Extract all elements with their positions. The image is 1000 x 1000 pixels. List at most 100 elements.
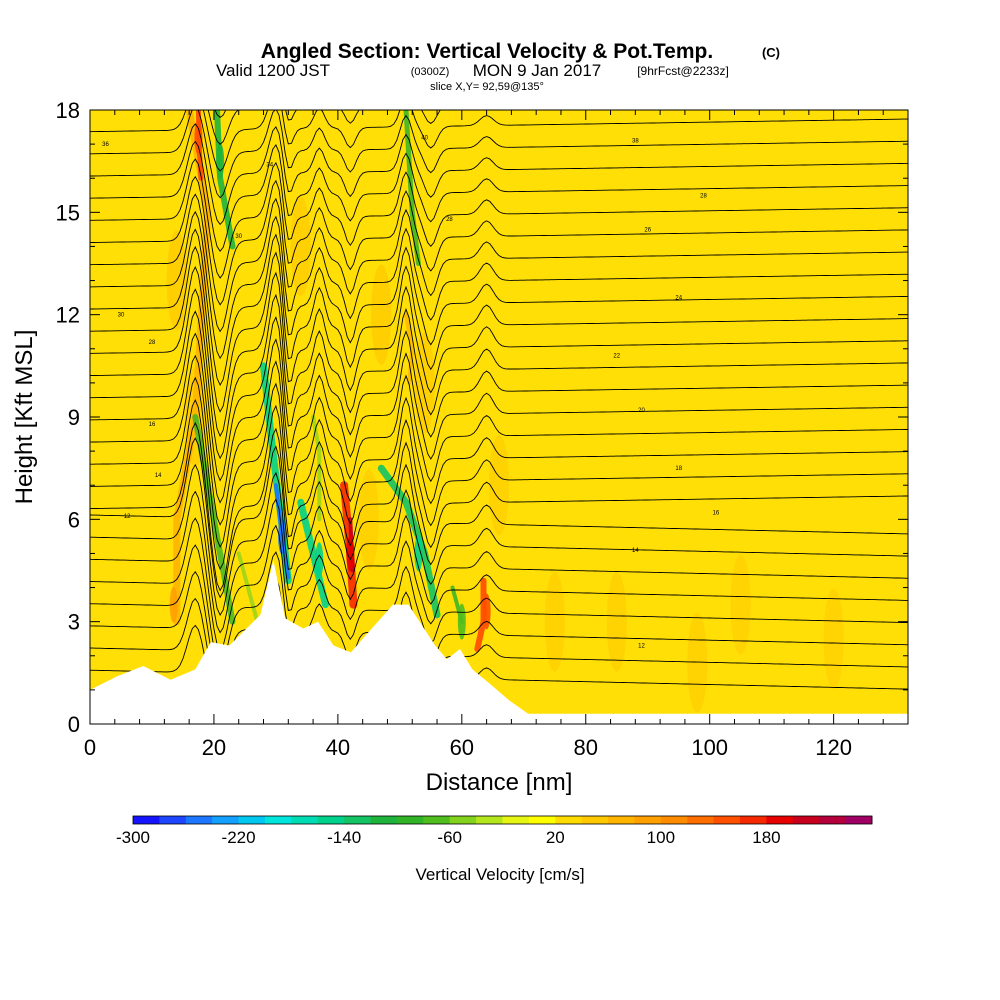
isentrope-label: 14 — [632, 548, 639, 554]
velocity-cell — [687, 612, 708, 713]
isentrope-label: 30 — [118, 313, 125, 319]
y-tick-label: 6 — [68, 507, 80, 532]
isentrope-label: 12 — [638, 644, 645, 650]
colorbar-tick-label: 100 — [647, 828, 675, 847]
colorbar-tick-label: 20 — [546, 828, 565, 847]
isentrope-label: 14 — [155, 473, 162, 479]
y-tick-label: 12 — [56, 303, 80, 328]
isentrope-line — [90, 266, 908, 438]
colorbar-swatch — [159, 816, 187, 824]
colorbar-swatch — [581, 816, 609, 824]
velocity-cell — [414, 332, 435, 433]
colorbar-tick-label: -60 — [437, 828, 462, 847]
colorbar-swatch — [317, 816, 345, 824]
isentrope-line — [90, 354, 908, 526]
isentrope-line — [90, 517, 908, 651]
y-tick-label: 15 — [56, 200, 80, 225]
colorbar-swatch — [185, 816, 213, 824]
colorbar-swatch — [845, 816, 873, 824]
velocity-core — [216, 143, 225, 180]
x-axis-title: Distance [nm] — [426, 769, 573, 796]
terrain-mask — [90, 560, 908, 724]
colorbar-swatch — [766, 816, 794, 824]
colorbar-tick-label: -140 — [327, 828, 361, 847]
isentrope-label: 34 — [266, 163, 273, 169]
isentrope-labels: 36 34 40 38 28 26 28 30 24 30 28 22 20 16 14 18 12 16 14 12 — [102, 135, 720, 649]
x-tick-label: 80 — [574, 735, 598, 760]
y-tick-label: 0 — [68, 712, 80, 737]
isentrope-line — [90, 123, 908, 226]
isentrope-label: 12 — [124, 514, 131, 520]
colorbar-swatch — [528, 816, 556, 824]
isentrope-line — [90, 110, 908, 172]
colorbar-swatch — [449, 816, 477, 824]
y-tick-label: 18 — [56, 98, 80, 123]
colorbar-swatch — [344, 816, 371, 824]
isentrope-line — [90, 245, 908, 413]
isentrope-label: 38 — [632, 139, 639, 145]
colorbar-label: Vertical Velocity [cm/s] — [415, 865, 584, 884]
isentrope-label: 22 — [613, 354, 620, 360]
isentrope-label: 18 — [675, 466, 682, 472]
colorbar-swatch — [423, 816, 451, 824]
slice-label: slice X,Y= 92,59@135° — [430, 81, 544, 93]
colorbar-tick-label: -300 — [116, 828, 150, 847]
valid-date: MON 9 Jan 2017 — [473, 61, 602, 80]
isentrope-label: 16 — [149, 422, 156, 428]
x-tick-label: 20 — [202, 735, 226, 760]
isentrope-line — [207, 110, 441, 145]
x-tick-label: 100 — [691, 735, 728, 760]
isentrope-label: 28 — [446, 217, 453, 223]
velocity-cell — [730, 554, 751, 655]
colorbar-swatch — [608, 816, 635, 824]
forecast-label: [9hrFcst@2233z] — [637, 64, 729, 78]
colorbar-swatch — [819, 816, 846, 824]
colorbar-swatch — [396, 816, 424, 824]
colorbar-swatch — [660, 816, 688, 824]
colorbar-swatch — [687, 816, 715, 824]
velocity-cell — [544, 571, 565, 672]
isentrope-line — [90, 463, 908, 616]
isentrope-label: 26 — [644, 227, 651, 233]
velocity-cell — [290, 196, 311, 297]
isentrope-line — [90, 193, 908, 333]
colorbar-swatch — [713, 816, 741, 824]
velocity-cell — [371, 264, 392, 365]
colorbar-swatch — [133, 816, 160, 824]
velocity-core — [315, 542, 324, 579]
colorbar-swatch — [634, 816, 662, 824]
isentrope-label: 40 — [421, 135, 428, 141]
isentrope-line — [90, 421, 908, 592]
isentrope-label: 24 — [675, 296, 682, 302]
colorbar-swatch — [291, 816, 319, 824]
velocity-cell — [489, 435, 509, 536]
velocity-band — [404, 312, 415, 385]
isentrope-line — [90, 437, 908, 599]
isentrope-line — [90, 310, 908, 482]
isentrope-line — [90, 158, 908, 279]
colorbar-frame — [132, 815, 873, 825]
x-tick-label: 0 — [84, 735, 96, 760]
valid-zulu: (0300Z) — [411, 66, 450, 78]
valid-prefix: Valid 1200 JST — [216, 61, 330, 80]
colorbar-swatch — [792, 816, 820, 824]
colorbar-tick-label: -220 — [222, 828, 256, 847]
colorbar-swatch — [212, 816, 239, 824]
y-tick-label: 9 — [68, 405, 80, 430]
colorbar-tick-label: 180 — [752, 828, 780, 847]
colorbar-swatch — [238, 816, 266, 824]
isentrope-line — [90, 228, 908, 387]
x-tick-label: 40 — [326, 735, 350, 760]
isentrope-line — [90, 110, 908, 199]
isentrope-label: 16 — [713, 511, 720, 517]
x-tick-label: 120 — [815, 735, 852, 760]
velocity-cell — [823, 588, 844, 689]
chart-title: Angled Section: Vertical Velocity & Pot.… — [261, 40, 713, 63]
velocity-core — [414, 535, 423, 572]
y-axis-title: Height [Kft MSL] — [11, 330, 38, 505]
velocity-core — [346, 535, 355, 572]
isentrope-line — [90, 490, 908, 634]
velocity-cell — [606, 571, 627, 672]
